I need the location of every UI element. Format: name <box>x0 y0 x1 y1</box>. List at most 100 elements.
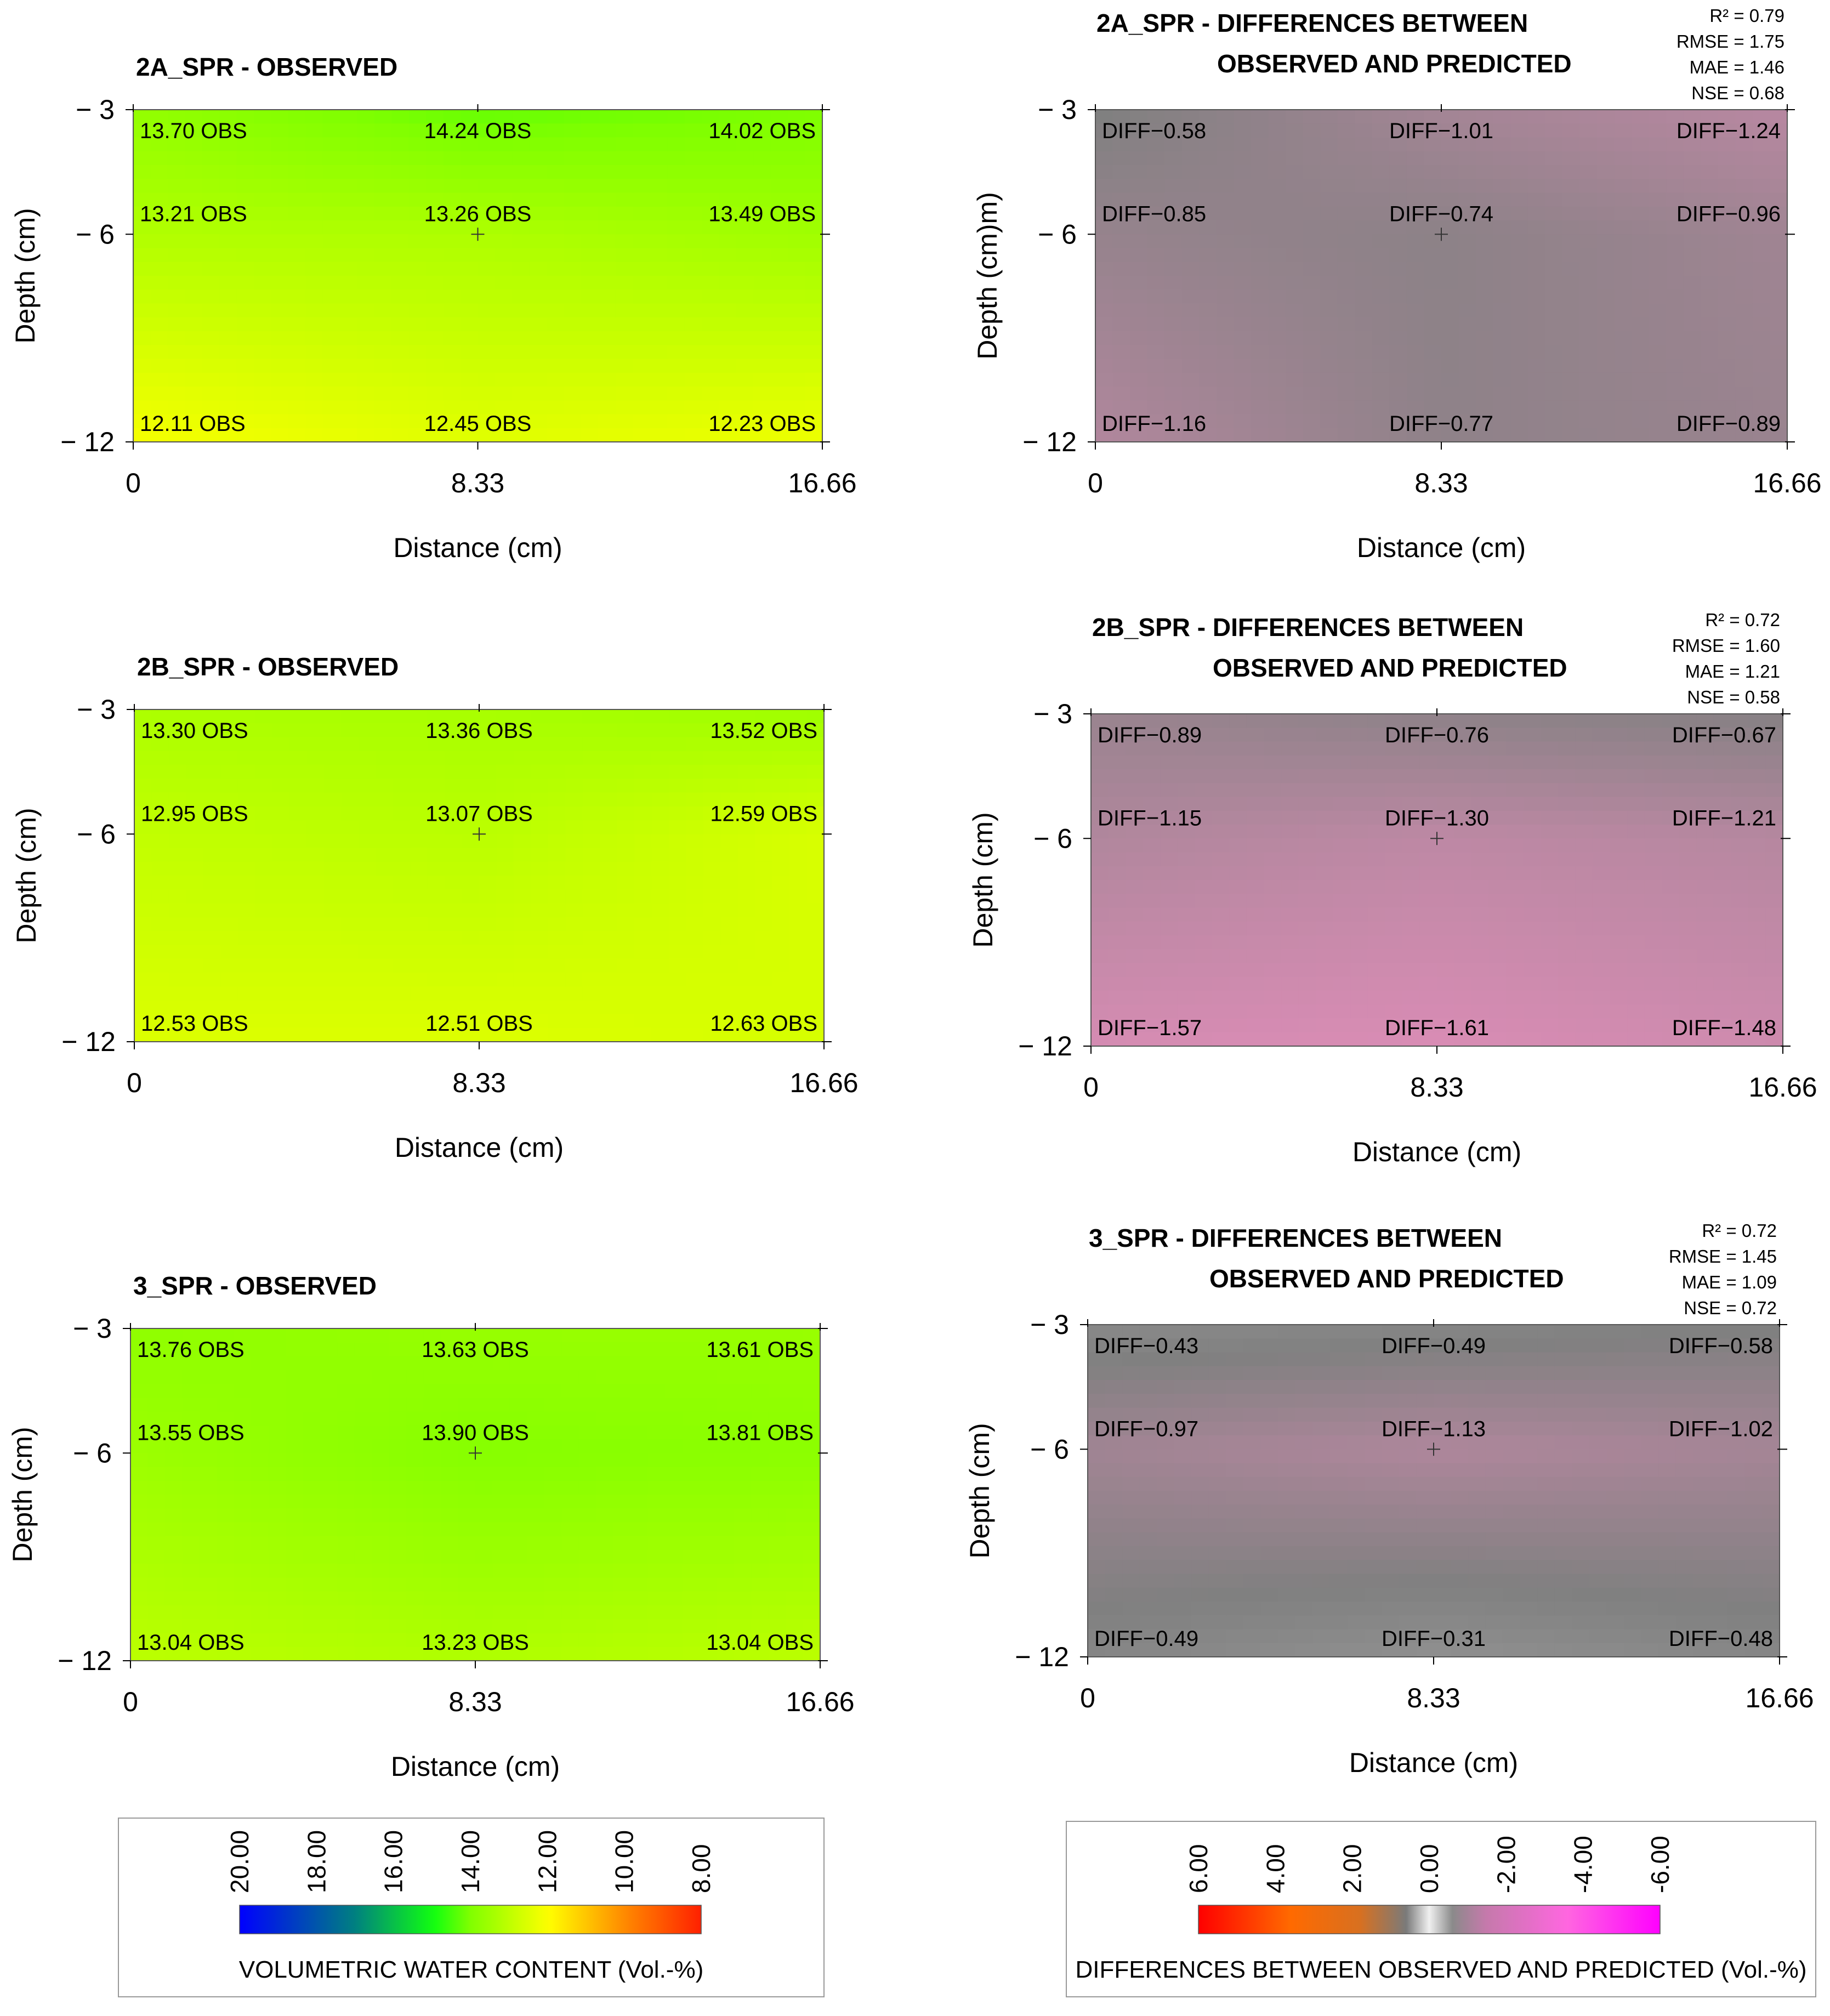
heatmap-cell <box>1558 922 1576 936</box>
heatmap-cell <box>1632 138 1649 152</box>
heatmap-cell <box>769 1550 786 1564</box>
heatmap-cell <box>1701 345 1718 359</box>
heatmap-cell <box>1649 193 1667 207</box>
heatmap-cell <box>613 1356 631 1371</box>
heatmap-cell <box>600 904 617 918</box>
heatmap-cell <box>772 751 790 765</box>
heatmap-cell <box>1562 317 1580 332</box>
heatmap-cell <box>288 289 306 304</box>
heatmap-cell <box>323 234 340 248</box>
heatmap-cell <box>1666 165 1684 179</box>
heatmap-cell <box>1212 811 1230 825</box>
heatmap-cell <box>323 400 340 414</box>
heatmap-cell <box>444 248 461 263</box>
heatmap-cell <box>665 1564 683 1578</box>
heatmap-cell <box>426 373 444 387</box>
heatmap-cell <box>613 1578 631 1592</box>
heatmap-cell <box>1281 866 1299 881</box>
heatmap-cell <box>165 1495 183 1509</box>
heatmap-cell <box>426 304 444 318</box>
heatmap-cell <box>1130 387 1147 401</box>
heatmap-cell <box>1575 866 1593 881</box>
heatmap-cell <box>1510 345 1528 359</box>
heatmap-cell <box>1545 428 1562 442</box>
heatmap-cell <box>530 317 547 332</box>
heatmap-cell <box>617 793 635 807</box>
heatmap-cell <box>613 1398 631 1412</box>
heatmap-cell <box>462 834 480 848</box>
heatmap-cell <box>445 834 462 848</box>
heatmap-cell <box>1471 783 1489 797</box>
heatmap-cell <box>772 779 790 793</box>
heatmap-cell <box>720 959 738 973</box>
heatmap-cell <box>1182 317 1200 332</box>
heatmap-cell <box>372 1550 389 1564</box>
heatmap-cell <box>1753 387 1770 401</box>
heatmap-cell <box>461 359 478 373</box>
heatmap-cell <box>303 1370 321 1384</box>
heatmap-cell <box>1303 400 1321 414</box>
heatmap-cell <box>565 917 583 932</box>
heatmap-cell <box>1579 110 1597 124</box>
heatmap-cell <box>272 1014 290 1029</box>
heatmap-cell <box>165 1453 183 1467</box>
heatmap-cell <box>1195 935 1212 950</box>
heatmap-cell <box>374 304 392 318</box>
heatmap-cell <box>493 1508 510 1523</box>
heatmap-cell <box>1286 331 1303 345</box>
heatmap-cell <box>1143 963 1161 978</box>
heatmap-cell <box>1212 853 1230 867</box>
heatmap-cell <box>1091 866 1109 881</box>
heatmap-cell <box>182 1370 200 1384</box>
heatmap-cell <box>389 1370 407 1384</box>
heatmap-cell <box>1109 963 1126 978</box>
heatmap-cell <box>600 986 617 1001</box>
heatmap-cell <box>1217 110 1234 124</box>
heatmap-cell <box>561 1439 579 1453</box>
heatmap-cell <box>751 1536 769 1551</box>
heatmap-cell <box>1316 1019 1333 1033</box>
heatmap-cell <box>789 765 807 779</box>
heatmap-cell <box>255 904 272 918</box>
heatmap-cell <box>424 1605 441 1620</box>
heatmap-cell <box>1579 165 1597 179</box>
heatmap-cell <box>1627 714 1645 728</box>
y-tick-label: − 12 <box>61 1026 116 1057</box>
heatmap-cell <box>720 765 738 779</box>
heatmap-cell <box>667 276 685 290</box>
heatmap-cell <box>461 387 478 401</box>
heatmap-cell <box>1731 853 1748 867</box>
heatmap-cell <box>272 751 290 765</box>
heatmap-cell <box>531 931 548 945</box>
heatmap-cell <box>478 317 496 332</box>
heatmap-cell <box>1627 728 1645 742</box>
heatmap-cell <box>547 387 564 401</box>
heatmap-cell <box>600 807 617 821</box>
heatmap-cell <box>1372 123 1390 138</box>
heatmap-cell <box>1632 317 1649 332</box>
heatmap-cell <box>323 373 340 387</box>
x-tick-label: 16.66 <box>789 1067 858 1098</box>
heatmap-cell <box>633 138 650 152</box>
heatmap-cell <box>633 262 650 276</box>
heatmap-cell <box>254 359 271 373</box>
heatmap-cell <box>1632 414 1649 429</box>
heatmap-cell <box>1541 922 1558 936</box>
heatmap-cell <box>583 1000 600 1014</box>
heatmap-cell <box>1143 853 1161 867</box>
heatmap-cell <box>1281 922 1299 936</box>
heatmap-cell <box>1593 825 1610 839</box>
heatmap-cell <box>1649 220 1667 235</box>
heatmap-cell <box>548 1014 566 1029</box>
heatmap-cell <box>391 123 409 138</box>
heatmap-cell <box>738 917 755 932</box>
heatmap-cell <box>337 1342 355 1356</box>
heatmap-cell <box>305 193 323 207</box>
heatmap-cell <box>203 751 221 765</box>
heatmap-cell <box>1164 387 1182 401</box>
heatmap-cell <box>1770 179 1787 193</box>
heatmap-cell <box>579 1536 596 1551</box>
heatmap-cell <box>736 373 754 387</box>
heatmap-cell <box>652 1028 669 1042</box>
heatmap-cell <box>581 138 599 152</box>
